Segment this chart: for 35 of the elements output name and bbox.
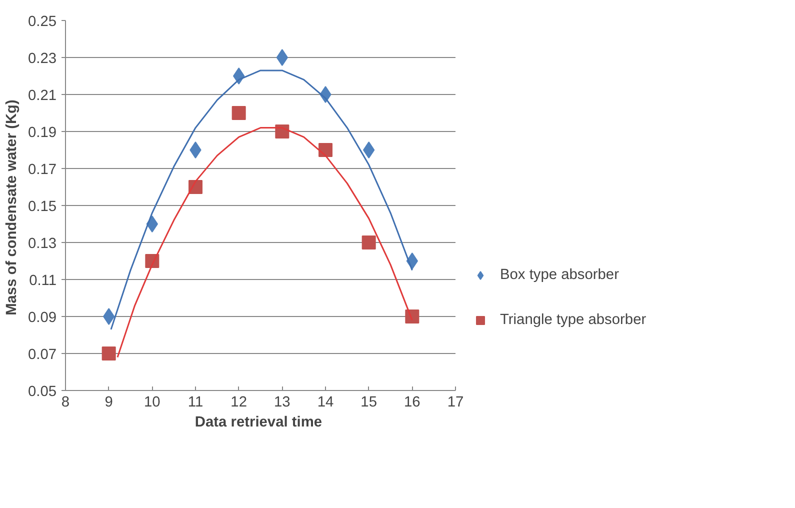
point — [276, 49, 288, 66]
y-tick-label: 0.19 — [28, 125, 57, 141]
x-tick-label: 13 — [274, 394, 290, 410]
x-tick-label: 9 — [104, 394, 113, 410]
legend-label: Triangle type absorber — [500, 312, 646, 328]
x-tick-label: 8 — [61, 394, 70, 410]
x-axis-title: Data retrieval time — [194, 414, 322, 430]
x-tick-label: 14 — [317, 394, 334, 410]
point — [190, 142, 202, 158]
point — [146, 216, 158, 232]
y-tick-label: 0.17 — [28, 162, 57, 178]
x-tick-label: 15 — [360, 394, 377, 410]
point — [232, 106, 246, 120]
legend-label: Box type absorber — [500, 267, 619, 283]
y-tick-label: 0.13 — [28, 236, 57, 252]
point — [102, 346, 116, 360]
x-tick-label: 11 — [188, 394, 204, 410]
x-tick-label: 10 — [144, 394, 160, 410]
y-tick-label: 0.15 — [28, 199, 57, 215]
y-tick-label: 0.05 — [28, 384, 57, 400]
x-tick-label: 12 — [230, 394, 247, 410]
x-tick-label: 16 — [404, 394, 420, 410]
point — [103, 308, 115, 325]
y-tick-label: 0.25 — [28, 14, 57, 30]
point — [405, 310, 420, 324]
y-tick-label: 0.07 — [28, 347, 57, 363]
y-tick-label: 0.21 — [28, 88, 57, 104]
y-tick-label: 0.09 — [28, 310, 57, 326]
point — [318, 143, 332, 157]
y-tick-label: 0.11 — [29, 273, 56, 289]
point — [362, 236, 376, 250]
point — [363, 142, 375, 158]
y-axis-title: Mass of condensate water (Kg) — [4, 100, 20, 316]
y-tick-label: 0.23 — [28, 51, 57, 67]
x-tick-label: 17 — [447, 394, 464, 410]
